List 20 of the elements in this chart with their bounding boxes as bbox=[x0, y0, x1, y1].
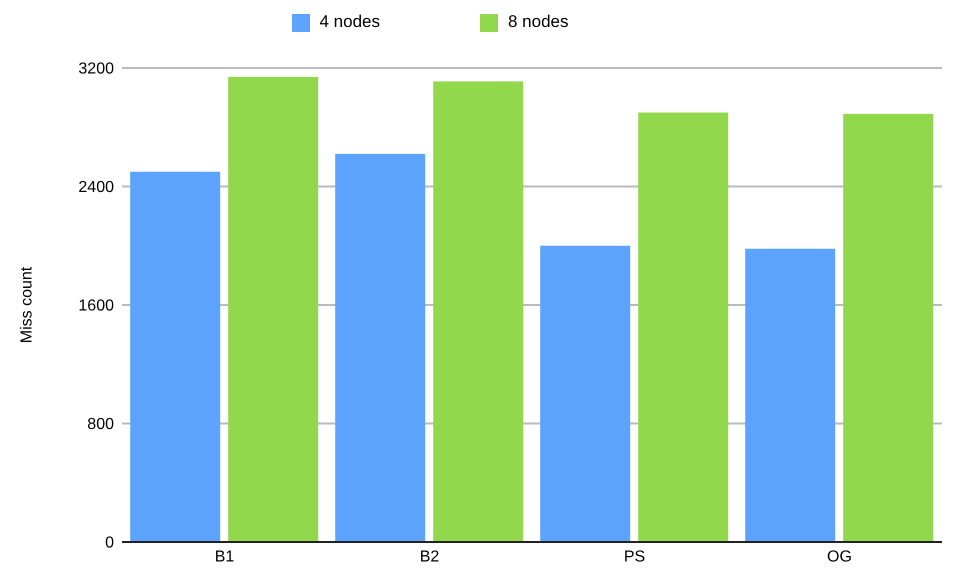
bar bbox=[228, 76, 318, 542]
y-tick-label: 1600 bbox=[78, 298, 114, 315]
bar bbox=[745, 248, 836, 542]
x-tick-label: B1 bbox=[214, 548, 234, 566]
x-tick-label: PS bbox=[624, 548, 646, 566]
legend-label: 8 nodes bbox=[508, 12, 568, 31]
bar bbox=[130, 172, 220, 542]
x-tick-label: B2 bbox=[420, 548, 440, 566]
y-axis-title: Miss count bbox=[18, 266, 36, 344]
bar bbox=[540, 246, 630, 542]
y-tick-label: 3200 bbox=[78, 60, 114, 78]
legend-label: 4 nodes bbox=[320, 12, 380, 31]
bar bbox=[335, 154, 426, 542]
y-tick-label: 800 bbox=[87, 416, 114, 434]
y-tick-label: 2400 bbox=[78, 179, 114, 196]
x-tick-label: OG bbox=[827, 548, 852, 566]
y-tick-label: 0 bbox=[105, 534, 114, 552]
bar bbox=[843, 114, 934, 542]
bar bbox=[638, 112, 728, 542]
bar bbox=[433, 81, 524, 542]
